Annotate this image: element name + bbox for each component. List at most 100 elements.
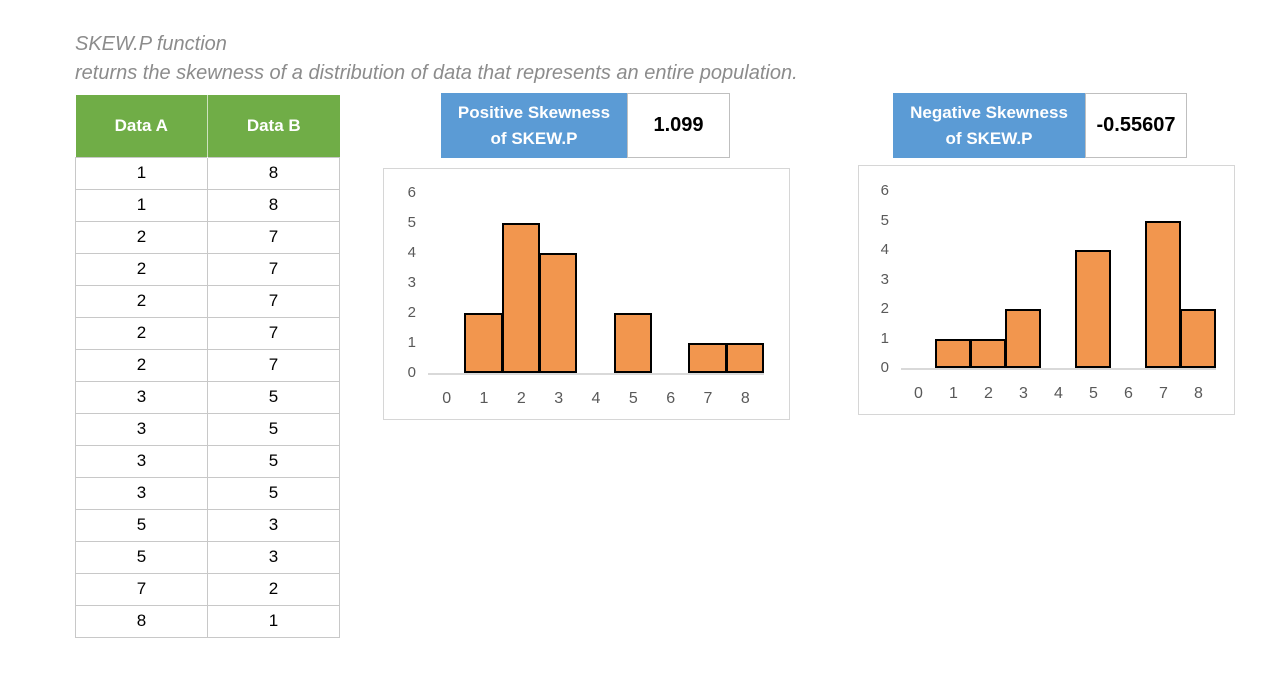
histogram-bar	[613, 313, 652, 373]
table-cell[interactable]: 7	[207, 252, 340, 286]
plot-area	[428, 193, 764, 373]
x-axis-tick-label: 0	[442, 390, 452, 407]
x-axis-tick-label: 7	[1159, 385, 1168, 402]
table-cell[interactable]: 5	[207, 380, 340, 414]
negative-skewness-label[interactable]: Negative Skewness of SKEW.P	[893, 93, 1085, 158]
table-cell[interactable]: 7	[207, 348, 340, 382]
table-cell[interactable]: 2	[75, 284, 208, 318]
x-axis-tick-label: 0	[914, 385, 923, 402]
column-header-data-b[interactable]: Data B	[207, 95, 340, 157]
table-cell[interactable]: 3	[207, 508, 340, 542]
table-cell[interactable]: 3	[75, 476, 208, 510]
x-axis-tick-label: 3	[554, 390, 564, 407]
negative-skewness-value[interactable]: -0.55607	[1085, 93, 1187, 158]
x-axis-tick-label: 6	[666, 390, 676, 407]
positive-skewness-chart[interactable]: 0 1 2 3 4 5 6 0 1 2 3 4 5 6 7 8	[383, 168, 790, 420]
table-cell[interactable]: 2	[75, 316, 208, 350]
table-cell[interactable]: 3	[75, 412, 208, 446]
table-cell[interactable]: 1	[207, 604, 340, 638]
histogram-bar	[688, 343, 727, 373]
x-axis-line	[901, 368, 1216, 370]
y-axis-tick-label: 5	[407, 214, 416, 231]
histogram-bar	[1075, 250, 1111, 368]
positive-skewness-label-line2: of SKEW.P	[490, 128, 578, 148]
table-cell[interactable]: 8	[207, 188, 340, 222]
x-axis-tick-label: 1	[949, 385, 958, 402]
table-cell[interactable]: 5	[75, 540, 208, 574]
table-cell[interactable]: 7	[207, 284, 340, 318]
table-cell[interactable]: 3	[75, 380, 208, 414]
x-axis-tick-label: 8	[740, 390, 750, 407]
y-axis-tick-label: 4	[880, 241, 889, 258]
table-cell[interactable]: 8	[75, 604, 208, 638]
x-axis-tick-label: 5	[1089, 385, 1098, 402]
y-axis-tick-label: 5	[880, 211, 889, 229]
page-title: SKEW.P function	[75, 33, 227, 55]
x-axis-tick-label: 3	[1019, 385, 1028, 402]
y-axis-tick-label: 6	[407, 184, 416, 201]
negative-skewness-label-line1: Negative Skewness	[910, 102, 1068, 122]
positive-skewness-label[interactable]: Positive Skewness of SKEW.P	[441, 93, 627, 158]
y-axis-tick-label: 3	[407, 274, 416, 291]
table-cell[interactable]: 2	[207, 572, 340, 606]
histogram-bar	[935, 338, 971, 368]
y-axis-tick-label: 0	[407, 364, 416, 381]
histogram-bar	[970, 338, 1006, 368]
x-axis-tick-label: 1	[479, 390, 489, 407]
table-cell[interactable]: 5	[207, 476, 340, 510]
negative-skewness-chart[interactable]: 0 1 2 3 4 5 6 0 1 2 3 4 5 6 7 8	[858, 165, 1235, 415]
data-table-head: Data A Data B	[75, 95, 340, 157]
table-cell[interactable]: 5	[207, 444, 340, 478]
page-subtitle: returns the skewness of a distribution o…	[75, 62, 798, 84]
table-cell[interactable]: 3	[75, 444, 208, 478]
table-cell[interactable]: 8	[207, 156, 340, 190]
x-axis-tick-label: 4	[1054, 385, 1063, 402]
histogram-bar	[464, 313, 503, 373]
table-cell[interactable]: 2	[75, 348, 208, 382]
x-axis-tick-label: 4	[591, 390, 601, 407]
x-axis-tick-label: 6	[1124, 385, 1133, 402]
plot-area	[901, 191, 1216, 368]
x-axis-line	[428, 373, 764, 375]
table-header-row: Data A Data B	[75, 95, 340, 157]
table-cell[interactable]: 1	[75, 156, 208, 190]
y-axis-tick-label: 6	[880, 182, 889, 199]
y-axis-tick-label: 3	[880, 270, 889, 288]
table-cell[interactable]: 5	[75, 508, 208, 542]
table-cell[interactable]: 2	[75, 252, 208, 286]
x-axis-tick-label: 2	[516, 390, 526, 407]
y-axis-tick-label: 2	[407, 304, 416, 321]
table-cell[interactable]: 2	[75, 220, 208, 254]
table-cell[interactable]: 3	[207, 540, 340, 574]
table-cell[interactable]: 7	[207, 316, 340, 350]
positive-skewness-label-line1: Positive Skewness	[457, 102, 611, 122]
table-cell[interactable]: 7	[207, 220, 340, 254]
y-axis-tick-label: 1	[407, 334, 416, 351]
table-cell[interactable]: 1	[75, 188, 208, 222]
column-header-data-a[interactable]: Data A	[75, 95, 208, 157]
table-cell[interactable]: 5	[207, 412, 340, 446]
positive-skewness-value[interactable]: 1.099	[627, 93, 730, 158]
negative-skewness-label-line2: of SKEW.P	[945, 128, 1033, 148]
x-axis-tick-label: 8	[1194, 385, 1203, 402]
table-cell[interactable]: 7	[75, 572, 208, 606]
x-axis-tick-label: 7	[703, 390, 713, 407]
y-axis-tick-label: 2	[880, 300, 889, 317]
histogram-bar	[1005, 309, 1041, 368]
